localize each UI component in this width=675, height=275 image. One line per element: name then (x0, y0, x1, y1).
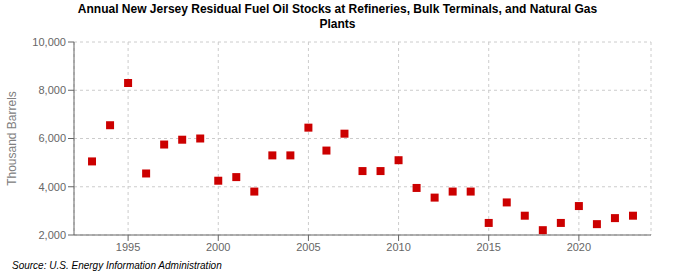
svg-text:4,000: 4,000 (38, 181, 66, 193)
html-text:Plants: Plants (319, 17, 356, 31)
svg-text:Thousand Barrels: Thousand Barrels (5, 91, 19, 186)
html-text:Annual New Jersey Residual Fue: Annual New Jersey Residual Fuel Oil Stoc… (77, 2, 598, 16)
svg-text:2015: 2015 (476, 241, 500, 253)
svg-text:10,000: 10,000 (32, 36, 66, 48)
svg-text:2005: 2005 (296, 241, 320, 253)
svg-text:8,000: 8,000 (38, 84, 66, 96)
svg-text:2000: 2000 (206, 241, 230, 253)
svg-text:2010: 2010 (386, 241, 410, 253)
svg-text:6,000: 6,000 (38, 132, 66, 144)
svg-text:2,000: 2,000 (38, 229, 66, 241)
svg-text:2020: 2020 (567, 241, 591, 253)
svg-text:1995: 1995 (116, 241, 140, 253)
html-text:Source: U.S. Energy Informatio: Source: U.S. Energy Information Administ… (12, 260, 222, 271)
